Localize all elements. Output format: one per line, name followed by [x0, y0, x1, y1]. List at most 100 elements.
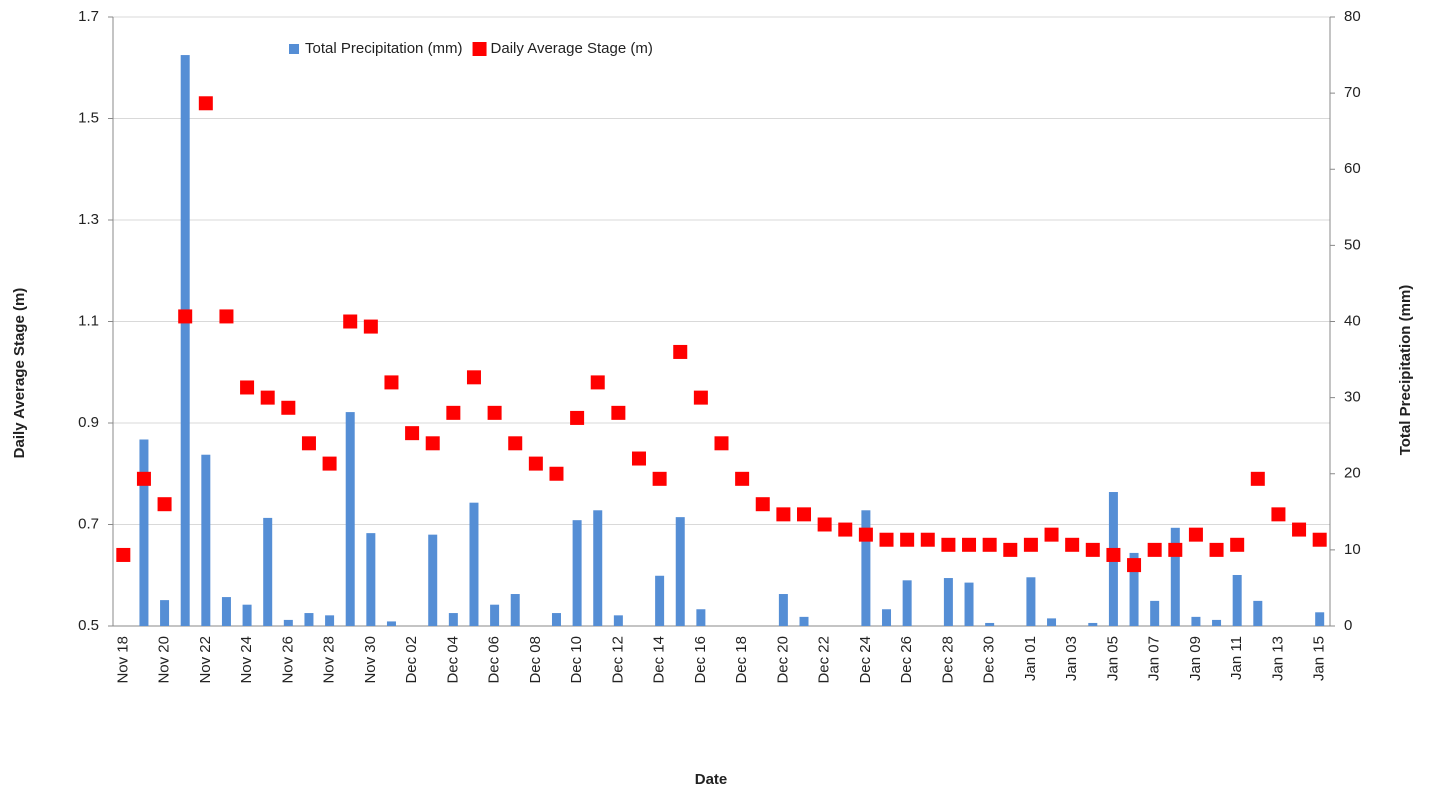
bar [551, 613, 561, 626]
y2-tick-label: 0 [1344, 617, 1352, 634]
bar [964, 582, 974, 626]
marker [466, 370, 481, 385]
marker [776, 507, 791, 522]
bar [572, 520, 582, 626]
x-tick-label: Jan 03 [1063, 636, 1080, 681]
marker [838, 522, 853, 537]
y-tick-label: 1.7 [78, 8, 99, 25]
bar [861, 510, 871, 626]
marker [817, 517, 832, 532]
bar [675, 517, 685, 626]
y-tick-label: 0.7 [78, 515, 99, 532]
marker [1168, 542, 1183, 557]
y-tick-label: 0.9 [78, 414, 99, 431]
marker [1044, 527, 1059, 542]
marker [1003, 542, 1018, 557]
marker [611, 405, 626, 420]
marker [1065, 537, 1080, 552]
marker [982, 537, 997, 552]
bar [283, 619, 293, 626]
bar [139, 439, 149, 626]
x-tick-label: Dec 18 [733, 636, 750, 684]
x-tick-label: Dec 02 [403, 636, 420, 684]
marker [735, 471, 750, 486]
x-tick-label: Dec 04 [444, 636, 461, 684]
marker [1023, 537, 1038, 552]
marker [1188, 527, 1203, 542]
bar [902, 580, 912, 626]
marker [157, 497, 172, 512]
bar [1129, 552, 1139, 626]
bar [1150, 600, 1160, 626]
marker [301, 436, 316, 451]
y-axis-title: Daily Average Stage (m) [11, 288, 28, 459]
x-tick-label: Nov 20 [156, 636, 173, 684]
bar [985, 622, 995, 626]
marker [116, 547, 131, 562]
bar [1212, 619, 1222, 626]
marker [136, 471, 151, 486]
x-tick-label: Jan 13 [1269, 636, 1286, 681]
marker [673, 344, 688, 359]
bar [1047, 618, 1057, 626]
legend-label: Total Precipitation (mm) [305, 40, 463, 57]
marker [962, 537, 977, 552]
x-tick-label: Jan 07 [1146, 636, 1163, 681]
y-tick-label: 1.5 [78, 109, 99, 126]
marker [797, 507, 812, 522]
bar [160, 600, 170, 626]
x-tick-label: Dec 22 [816, 636, 833, 684]
x-tick-label: Dec 12 [609, 636, 626, 684]
y2-tick-label: 10 [1344, 541, 1361, 558]
y2-tick-label: 60 [1344, 160, 1361, 177]
bar [221, 597, 231, 626]
x-tick-label: Dec 06 [486, 636, 503, 684]
x-tick-label: Nov 28 [321, 636, 338, 684]
x-axis-title: Date [695, 771, 728, 788]
marker [178, 309, 193, 324]
x-tick-label: Jan 09 [1187, 636, 1204, 681]
marker [1312, 532, 1327, 547]
x-tick-label: Dec 08 [527, 636, 544, 684]
bar [613, 615, 623, 626]
bar [1088, 622, 1098, 626]
marker [1271, 507, 1286, 522]
marker [446, 405, 461, 420]
marker [941, 537, 956, 552]
marker [1250, 471, 1265, 486]
x-tick-label: Nov 18 [114, 636, 131, 684]
bar [593, 510, 603, 626]
legend-swatch [472, 42, 487, 56]
bar [469, 502, 479, 626]
bar [304, 613, 314, 626]
x-tick-label: Jan 05 [1104, 636, 1121, 681]
bar [242, 604, 252, 626]
marker [570, 410, 585, 425]
x-tick-label: Jan 01 [1022, 636, 1039, 681]
bar [1026, 577, 1036, 626]
marker [363, 319, 378, 334]
marker [1127, 558, 1142, 573]
bar [1191, 616, 1201, 626]
legend-label: Daily Average Stage (m) [491, 40, 653, 57]
bar [1170, 527, 1180, 626]
marker [1147, 542, 1162, 557]
marker [631, 451, 646, 466]
marker [343, 314, 358, 329]
bar [882, 609, 892, 626]
marker [549, 466, 564, 481]
marker [858, 527, 873, 542]
marker [652, 471, 667, 486]
bar [345, 412, 355, 626]
x-tick-label: Jan 11 [1228, 636, 1245, 680]
bar [1232, 574, 1242, 626]
marker [405, 426, 420, 441]
marker [487, 405, 502, 420]
x-tick-label: Dec 10 [568, 636, 585, 684]
marker [879, 532, 894, 547]
y2-tick-label: 20 [1344, 465, 1361, 482]
marker [755, 497, 770, 512]
x-tick-label: Dec 14 [651, 636, 668, 684]
bar [943, 578, 953, 626]
